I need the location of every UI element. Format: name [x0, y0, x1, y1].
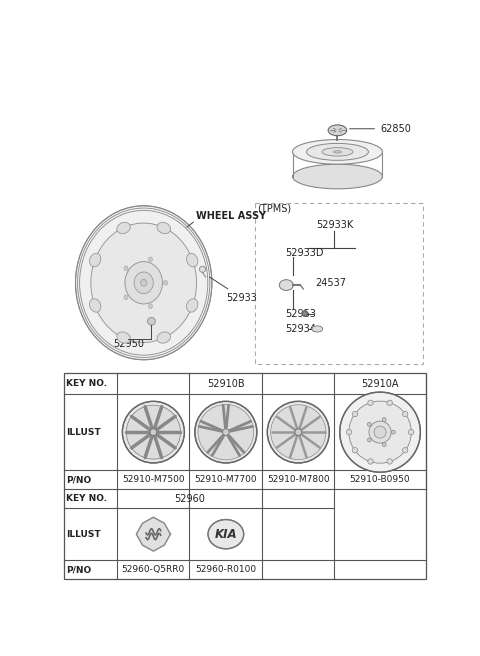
Ellipse shape: [402, 411, 408, 417]
Text: 52934: 52934: [285, 324, 316, 334]
Ellipse shape: [195, 401, 257, 463]
Text: ILLUST: ILLUST: [66, 428, 101, 437]
Ellipse shape: [382, 443, 386, 447]
Ellipse shape: [368, 459, 373, 464]
Ellipse shape: [126, 405, 180, 459]
Ellipse shape: [391, 430, 396, 434]
Text: 52910-M7500: 52910-M7500: [122, 475, 185, 484]
Ellipse shape: [347, 430, 352, 435]
Ellipse shape: [352, 411, 358, 417]
Ellipse shape: [187, 298, 198, 312]
Text: KEY NO.: KEY NO.: [66, 379, 108, 388]
Text: 52950: 52950: [113, 339, 144, 350]
Ellipse shape: [117, 332, 131, 343]
Ellipse shape: [295, 429, 302, 436]
Ellipse shape: [117, 222, 131, 234]
Ellipse shape: [198, 405, 254, 460]
Ellipse shape: [340, 392, 420, 472]
Ellipse shape: [187, 253, 198, 267]
Ellipse shape: [125, 262, 162, 304]
Text: 52960-Q5RR0: 52960-Q5RR0: [122, 565, 185, 574]
Ellipse shape: [208, 520, 244, 549]
Ellipse shape: [402, 447, 408, 453]
Ellipse shape: [322, 148, 353, 156]
Ellipse shape: [306, 144, 369, 160]
Text: KEY NO.: KEY NO.: [66, 494, 108, 503]
Ellipse shape: [157, 332, 170, 343]
Ellipse shape: [352, 447, 358, 453]
Text: 52910-M7800: 52910-M7800: [267, 475, 330, 484]
Ellipse shape: [124, 266, 128, 270]
Ellipse shape: [91, 223, 196, 342]
Text: 52933K: 52933K: [316, 220, 353, 230]
Ellipse shape: [134, 272, 153, 293]
Text: 52910A: 52910A: [361, 379, 399, 388]
Text: KIA: KIA: [215, 527, 237, 541]
Ellipse shape: [369, 421, 391, 443]
Ellipse shape: [387, 459, 392, 464]
Circle shape: [147, 318, 156, 325]
Circle shape: [302, 311, 308, 316]
Ellipse shape: [367, 422, 371, 426]
Text: P/NO: P/NO: [66, 475, 92, 484]
Text: 62850: 62850: [349, 124, 411, 134]
Text: ILLUST: ILLUST: [66, 529, 101, 539]
Text: 52910-M7700: 52910-M7700: [194, 475, 257, 484]
Ellipse shape: [387, 400, 392, 405]
Ellipse shape: [279, 279, 293, 291]
Ellipse shape: [292, 164, 383, 189]
Ellipse shape: [89, 298, 101, 312]
Text: 52910B: 52910B: [207, 379, 245, 388]
Text: (TPMS): (TPMS): [258, 203, 292, 213]
Circle shape: [199, 266, 205, 272]
Text: 52960-R0100: 52960-R0100: [195, 565, 256, 574]
Text: 52933: 52933: [209, 277, 257, 303]
Text: 52933D: 52933D: [285, 248, 323, 258]
Ellipse shape: [382, 418, 386, 422]
Text: 24537: 24537: [316, 277, 347, 288]
Ellipse shape: [148, 257, 152, 262]
Ellipse shape: [157, 222, 170, 234]
Ellipse shape: [148, 304, 152, 308]
Ellipse shape: [267, 401, 329, 463]
Ellipse shape: [271, 405, 326, 460]
Ellipse shape: [122, 401, 184, 463]
Polygon shape: [136, 517, 170, 551]
Text: P/NO: P/NO: [66, 565, 92, 574]
Text: 52953: 52953: [285, 308, 316, 319]
Text: WHEEL ASSY: WHEEL ASSY: [196, 211, 266, 221]
Ellipse shape: [222, 429, 229, 436]
Text: 52960: 52960: [174, 494, 205, 504]
Ellipse shape: [89, 253, 101, 267]
Ellipse shape: [150, 429, 157, 436]
Ellipse shape: [408, 430, 414, 435]
Ellipse shape: [292, 140, 383, 164]
Ellipse shape: [368, 400, 373, 405]
Ellipse shape: [312, 326, 323, 332]
Ellipse shape: [75, 206, 212, 359]
Ellipse shape: [164, 281, 168, 285]
Ellipse shape: [124, 295, 128, 300]
Ellipse shape: [141, 279, 147, 286]
Bar: [255, 203, 423, 363]
Bar: [64, 373, 426, 579]
Ellipse shape: [374, 426, 386, 438]
Ellipse shape: [349, 401, 411, 463]
Ellipse shape: [367, 438, 371, 442]
Text: 52910-B0950: 52910-B0950: [350, 475, 410, 484]
Ellipse shape: [328, 125, 347, 136]
Ellipse shape: [334, 151, 341, 153]
